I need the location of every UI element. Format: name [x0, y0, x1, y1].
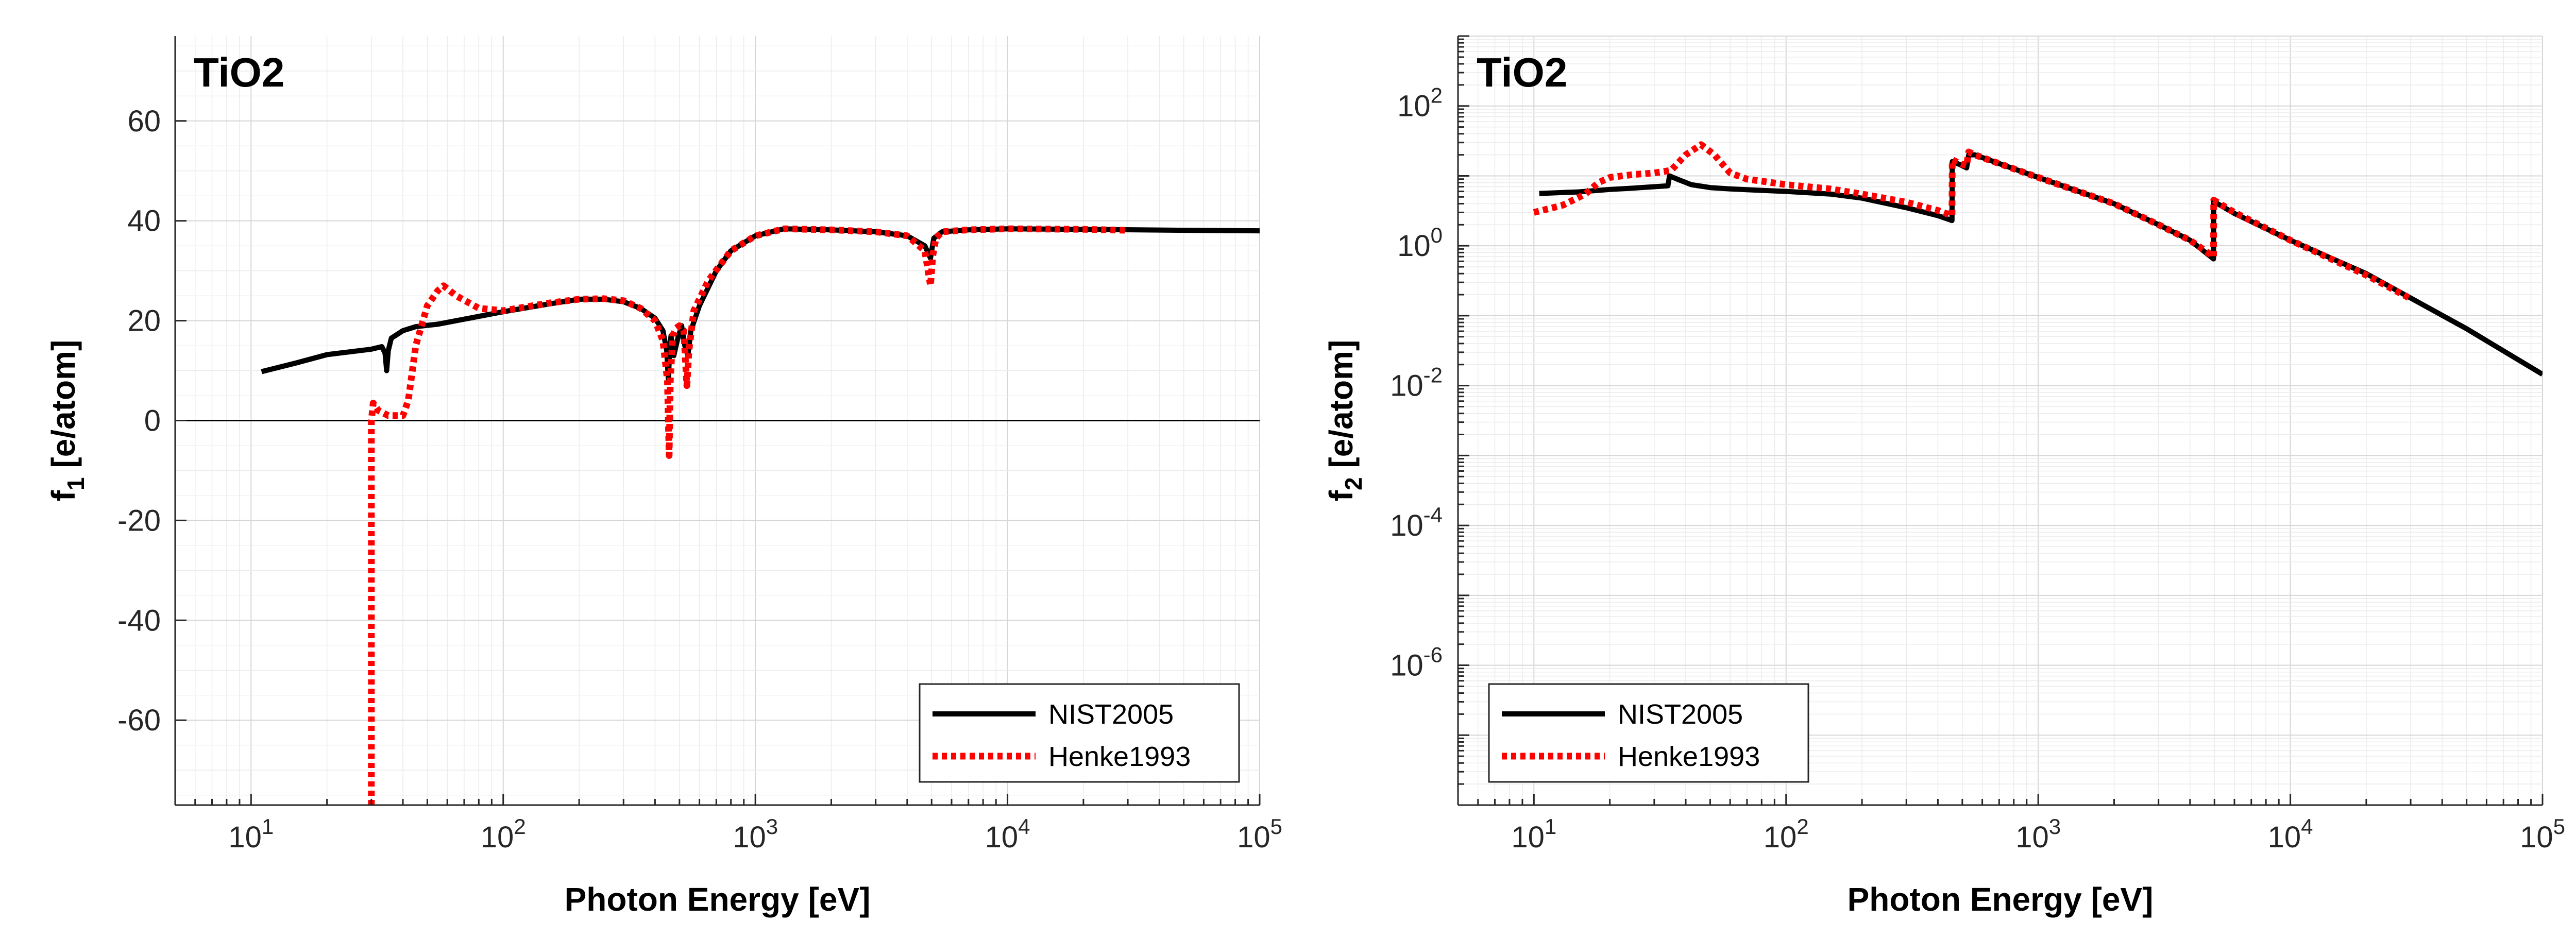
x-tick-label: 105	[2520, 814, 2565, 854]
x-tick-label: 103	[2015, 814, 2061, 854]
y-tick-label: 60	[127, 105, 161, 138]
legend-label-nist2005: NIST2005	[1048, 699, 1174, 730]
y-tick-label: 20	[127, 304, 161, 338]
x-tick-label: 102	[1764, 814, 1809, 854]
series-group	[261, 225, 1260, 805]
x-tick-label: 102	[481, 814, 526, 854]
x-tick-label: 101	[1511, 814, 1556, 854]
y-axis-label: f1 [e/atom]	[45, 340, 89, 502]
x-tick-label: 104	[2268, 814, 2313, 854]
legend: NIST2005 Henke1993	[919, 683, 1240, 783]
y-tick-label: 102	[1397, 83, 1443, 123]
series-line-nist2005	[1539, 152, 2543, 377]
x-tick-label: 101	[228, 814, 274, 854]
legend-label-nist2005: NIST2005	[1618, 699, 1743, 730]
y-tick-label: 0	[144, 404, 161, 438]
chart-panel-2: 101 102 103 104 105 102 100 10-2 10-4 10-6 TiO2 Pho…	[1323, 35, 2565, 918]
y-axis-label: f2 [e/atom]	[1323, 340, 1367, 502]
series-line-henke1993	[368, 225, 1128, 805]
chart-panel-1: 101 102 103 104 105 60 40 20 0 -20 -40 -60 TiO2 Photo…	[45, 36, 1282, 918]
series-group	[1533, 141, 2543, 377]
y-tick-label: -20	[117, 504, 161, 537]
y-tick-label: 10-6	[1390, 643, 1443, 682]
x-tick-label: 105	[1237, 814, 1282, 854]
y-tick-label: 10-4	[1390, 503, 1443, 542]
legend-label-henke1993: Henke1993	[1618, 741, 1760, 772]
panel-title: TiO2	[194, 49, 284, 95]
y-tick-label: -40	[117, 604, 161, 637]
legend-box	[919, 683, 1240, 783]
y-tick-label: 100	[1397, 223, 1443, 263]
x-axis-label: Photon Energy [eV]	[1848, 881, 2154, 918]
y-tick-label: 40	[127, 204, 161, 238]
legend-box	[1488, 683, 1809, 783]
legend-label-henke1993: Henke1993	[1048, 741, 1191, 772]
series-line-henke1993	[1533, 141, 2413, 302]
legend: NIST2005 Henke1993	[1488, 683, 1809, 783]
y-tick-label: 10-2	[1390, 363, 1443, 403]
x-tick-label: 103	[733, 814, 778, 854]
x-axis-label: Photon Energy [eV]	[565, 881, 871, 918]
y-tick-label: -60	[117, 704, 161, 737]
x-tick-label: 104	[985, 814, 1030, 854]
panel-title: TiO2	[1477, 49, 1567, 95]
